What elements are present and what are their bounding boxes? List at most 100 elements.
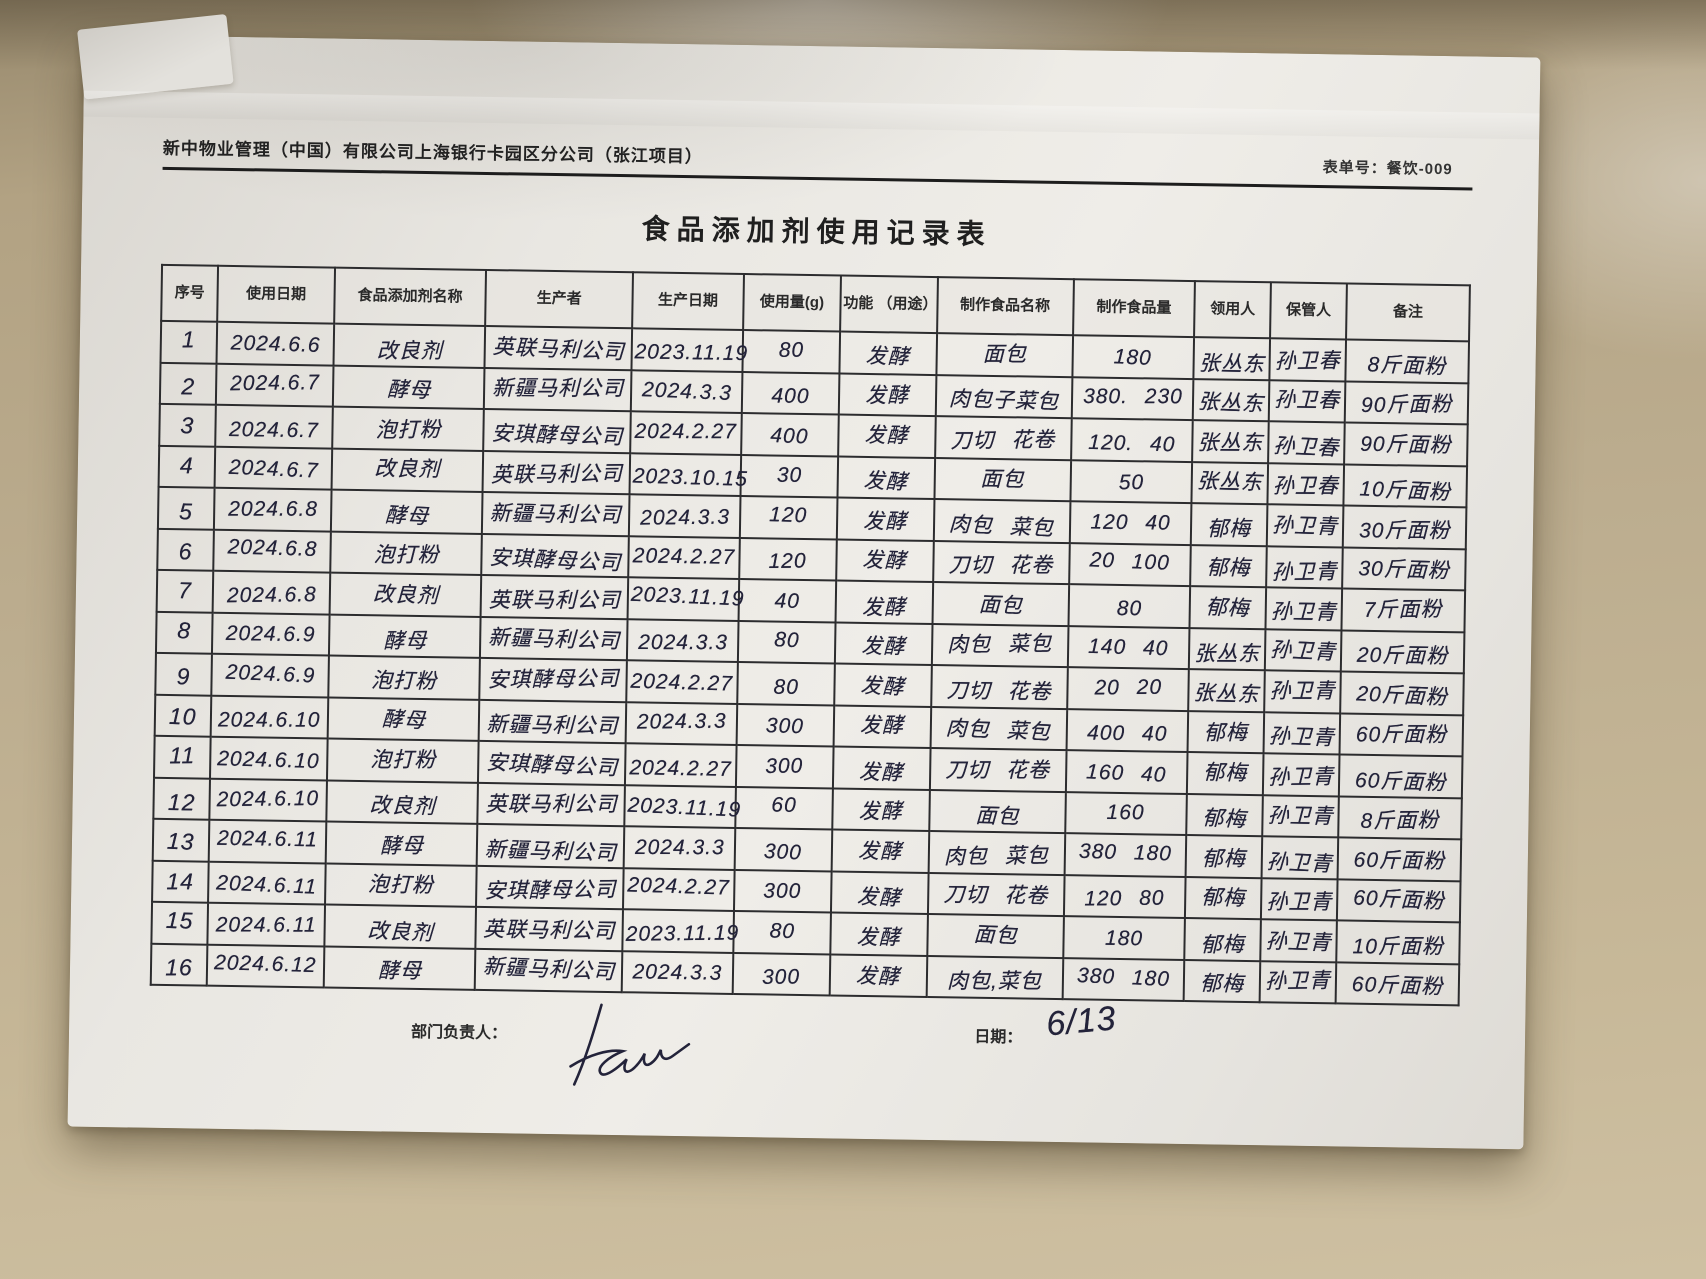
table-cell: 20 100	[1068, 542, 1192, 587]
table-cell: 泡打粉	[329, 531, 483, 575]
table-cell: 发酵	[832, 787, 930, 831]
table-cell: 6	[157, 528, 215, 571]
table-cell: 2023.11.19	[624, 784, 741, 828]
handwritten-entry: 180	[1113, 345, 1153, 370]
table-cell: 郁梅	[1186, 793, 1263, 837]
table-cell: 改良剂	[329, 572, 482, 617]
handwritten-entry: 孙卫青	[1264, 969, 1332, 994]
company-name: 新中物业管理（中国）有限公司上海银行卡园区分公司（张江项目）	[162, 138, 703, 167]
table-cell: 孙卫青	[1264, 670, 1341, 713]
table-cell: 面包	[936, 333, 1073, 377]
table-cell: 孙卫青	[1265, 587, 1343, 630]
table-cell: 120 40	[1069, 501, 1192, 545]
handwritten-entry: 郁梅	[1199, 972, 1245, 997]
handwritten-entry: 发酵	[858, 800, 903, 824]
table-cell: 2024.6.7	[216, 363, 334, 407]
table-cell: 发酵	[832, 746, 931, 790]
table-cell: 酵母	[328, 614, 481, 658]
table-cell: 肉包子菜包	[935, 374, 1073, 419]
handwritten-entry: 60斤面粉	[1351, 973, 1444, 999]
handwritten-entry: 张丛东	[1197, 431, 1264, 455]
table-cell: 酵母	[332, 365, 485, 409]
table-cell: 肉包 菜包	[930, 706, 1067, 751]
handwritten-entry: 16	[165, 953, 194, 981]
table-cell: 30斤面粉	[1342, 546, 1466, 591]
table-cell: 酵母	[327, 697, 480, 741]
table-cell: 9	[155, 652, 213, 696]
table-cell: 酵母	[323, 946, 476, 990]
handwritten-entry: 2024.3.3	[639, 505, 730, 530]
table-cell: 2024.3.3	[621, 950, 734, 994]
table-cell: 郁梅	[1189, 586, 1267, 629]
table-cell: 郁梅	[1185, 876, 1262, 920]
table-cell: 改良剂	[325, 780, 479, 824]
handwritten-entry: 2023.10.15	[632, 464, 748, 492]
table-cell: 酵母	[330, 489, 483, 534]
column-header: 制作食品量	[1072, 279, 1196, 338]
handwritten-entry: 酵母	[380, 708, 426, 733]
table-cell: 2024.6.12	[206, 944, 325, 988]
handwritten-entry: 改良剂	[372, 582, 439, 608]
table-cell: 2024.6.10	[209, 778, 327, 822]
table-cell: 3	[159, 403, 217, 447]
table-cell: 5	[157, 486, 215, 530]
table-cell: 刀切 花卷	[929, 748, 1067, 792]
table-cell: 郁梅	[1185, 835, 1263, 878]
table-cell: 80	[737, 661, 835, 705]
table-cell: 380 180	[1062, 957, 1185, 1002]
handwritten-entry: 20 100	[1089, 548, 1171, 576]
handwritten-entry: 发酵	[864, 423, 909, 448]
handwritten-entry: 孙卫春	[1272, 475, 1339, 499]
table-cell: 11	[154, 735, 211, 779]
table-cell: 孙卫春	[1267, 462, 1345, 506]
handwritten-entry: 面包	[972, 922, 1018, 948]
handwritten-entry: 英联马利公司	[490, 462, 623, 488]
handwritten-entry: 郁梅	[1205, 595, 1251, 621]
handwritten-entry: 80	[778, 338, 804, 362]
table-cell: 发酵	[837, 456, 935, 500]
handwritten-entry: 改良剂	[368, 793, 436, 819]
table-cell: 30	[740, 454, 838, 498]
handwritten-entry: 发酵	[862, 548, 908, 574]
table-cell: 张丛东	[1189, 627, 1266, 671]
table-cell: 发酵	[831, 829, 929, 873]
handwritten-entry: 新疆马利公司	[491, 377, 624, 401]
table-cell: 2024.3.3	[628, 494, 741, 538]
handwritten-entry: 14	[166, 867, 195, 895]
table-cell: 新疆马利公司	[480, 616, 628, 661]
table-cell: 张丛东	[1192, 378, 1270, 422]
table-cell: 孙卫青	[1264, 628, 1342, 672]
handwritten-entry: 发酵	[863, 469, 909, 495]
table-cell: 孙卫春	[1268, 379, 1346, 423]
table-cell: 孙卫青	[1266, 545, 1343, 589]
table-cell: 肉包,菜包	[926, 955, 1063, 1000]
handwritten-entry: 2024.3.3	[636, 709, 727, 734]
table-cell: 张丛东	[1188, 669, 1265, 712]
table-cell: 发酵	[830, 870, 929, 914]
column-header: 食品添加剂名称	[333, 267, 487, 326]
handwritten-entry: 2024.3.3	[632, 960, 723, 986]
table-cell: 20斤面粉	[1340, 629, 1465, 674]
handwritten-entry: 泡打粉	[367, 873, 435, 898]
table-cell: 300	[736, 703, 835, 747]
table-cell: 发酵	[830, 912, 928, 956]
handwritten-entry: 郁梅	[1203, 761, 1248, 785]
handwritten-entry: 郁梅	[1206, 556, 1251, 581]
handwritten-entry: 400	[771, 384, 810, 409]
handwritten-entry: 孙卫春	[1273, 388, 1341, 413]
handwritten-entry: 张丛东	[1194, 642, 1261, 666]
handwritten-entry: 300	[763, 879, 802, 903]
handwritten-entry: 新疆马利公司	[487, 626, 621, 654]
table-cell: 2024.2.27	[626, 660, 738, 704]
handwritten-entry: 90斤面粉	[1360, 432, 1452, 457]
handwritten-entry: 泡打粉	[373, 543, 440, 568]
handwritten-entry: 400	[770, 423, 810, 449]
handwritten-entry: 发酵	[865, 384, 910, 408]
table-cell: 改良剂	[331, 448, 484, 492]
table-cell: 英联马利公司	[475, 906, 623, 951]
table-cell: 50	[1070, 459, 1193, 504]
table-cell: 2024.6.7	[215, 404, 333, 449]
department-head-signature-scribble	[568, 1003, 690, 1086]
handwritten-entry: 2024.6.11	[215, 871, 318, 900]
table-cell: 泡打粉	[327, 655, 481, 700]
